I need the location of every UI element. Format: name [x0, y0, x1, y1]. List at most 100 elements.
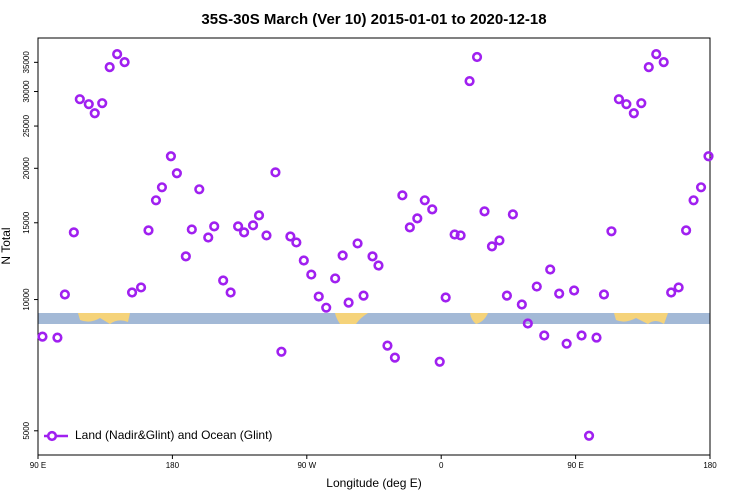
scatter-point [613, 94, 625, 105]
scatter-point [494, 235, 505, 246]
scatter-point [343, 297, 354, 308]
scatter-point [261, 230, 272, 241]
scatter-point [636, 98, 647, 109]
scatter-point [270, 167, 281, 178]
scatter-point [52, 332, 63, 343]
scatter-point [203, 232, 214, 243]
scatter-point [306, 269, 317, 280]
scatter-point [673, 282, 684, 293]
scatter-point [135, 282, 147, 293]
scatter-point [143, 225, 154, 236]
scatter-point [501, 290, 513, 301]
scatter-point [576, 330, 587, 341]
land-ocean-strip [38, 313, 710, 324]
scatter-point [419, 195, 430, 206]
scatter-point [522, 318, 533, 329]
scatter-point [643, 62, 654, 73]
land-area [470, 313, 488, 324]
scatter-point [89, 108, 100, 119]
land-area [335, 313, 368, 324]
scatter-point [591, 332, 602, 343]
scatter-point [112, 49, 123, 60]
scatter-point [367, 251, 378, 262]
scatter-point [621, 99, 632, 110]
scatter-point [539, 330, 550, 341]
scatter-point [569, 285, 580, 296]
scatter-point [83, 99, 94, 110]
x-tick-label: 90 E [567, 461, 583, 470]
scatter-point [486, 241, 498, 252]
scatter-point [330, 273, 341, 284]
scatter-point [59, 289, 70, 300]
x-tick-label: 180 [703, 461, 717, 470]
scatter-point [404, 222, 415, 233]
y-axis-label: N Total [0, 227, 13, 264]
scatter-point [651, 49, 662, 60]
scatter-point [298, 255, 309, 266]
scatter-point [688, 195, 699, 206]
scatter-point [233, 221, 244, 232]
scatter-point [165, 151, 177, 162]
scatter-point [695, 182, 707, 193]
x-tick-label: 180 [166, 461, 180, 470]
y-tick-label: 35000 [22, 51, 31, 74]
scatter-point [397, 190, 408, 201]
scatter-point [218, 275, 229, 286]
scatter-point [238, 227, 250, 238]
plot-frame [37, 37, 711, 456]
x-tick-label: 90 E [30, 461, 46, 470]
scatter-point [531, 281, 542, 292]
ocean-strip [38, 313, 710, 324]
scatter-point [479, 206, 490, 217]
scatter-point [471, 51, 483, 63]
scatter-point [68, 227, 79, 238]
land-area [78, 313, 130, 324]
scatter-point [545, 264, 556, 275]
scatter-point [666, 287, 677, 298]
scatter-point [291, 237, 302, 248]
scatter-point [194, 184, 205, 195]
x-axis-label: Longitude (deg E) [326, 476, 421, 490]
scatter-point [97, 98, 108, 109]
y-tick-label: 30000 [22, 80, 31, 103]
y-tick-label: 20000 [22, 157, 31, 180]
scatter-point [352, 238, 363, 249]
x-tick-label: 90 W [297, 461, 316, 470]
scatter-point [119, 57, 130, 68]
y-tick-label: 10000 [22, 288, 31, 311]
x-tick-label: 0 [439, 461, 444, 470]
chart-title: 35S-30S March (Ver 10) 2015-01-01 to 202… [201, 11, 546, 28]
scatter-point [225, 287, 236, 298]
scatter-point [104, 62, 115, 73]
y-tick-label: 25000 [22, 114, 31, 137]
scatter-point [449, 229, 460, 240]
scatter-point [598, 289, 610, 300]
scatter-point [373, 260, 384, 271]
scatter-point [171, 168, 182, 179]
scatter-point [427, 204, 438, 215]
scatter-point [628, 108, 639, 119]
scatter-point [554, 288, 565, 299]
scatter-point [276, 346, 287, 357]
scatter-point [37, 331, 48, 342]
scatter-point [186, 224, 197, 235]
scatter-point [180, 251, 191, 262]
scatter-point [703, 151, 714, 162]
land-area [614, 313, 668, 324]
scatter-point [434, 356, 445, 367]
scatter-point [382, 340, 393, 351]
scatter-point [583, 430, 595, 441]
scatter-point [285, 231, 296, 242]
y-tick-label: 5000 [22, 421, 31, 439]
scatter-point [440, 292, 451, 303]
scatter-point [74, 94, 85, 105]
scatter-point [455, 230, 466, 241]
legend-marker [46, 430, 58, 442]
scatter-point [389, 352, 401, 363]
scatter-point [412, 213, 423, 224]
scatter-point [337, 250, 348, 261]
scatter-point [253, 210, 265, 221]
scatter-point [507, 209, 518, 220]
